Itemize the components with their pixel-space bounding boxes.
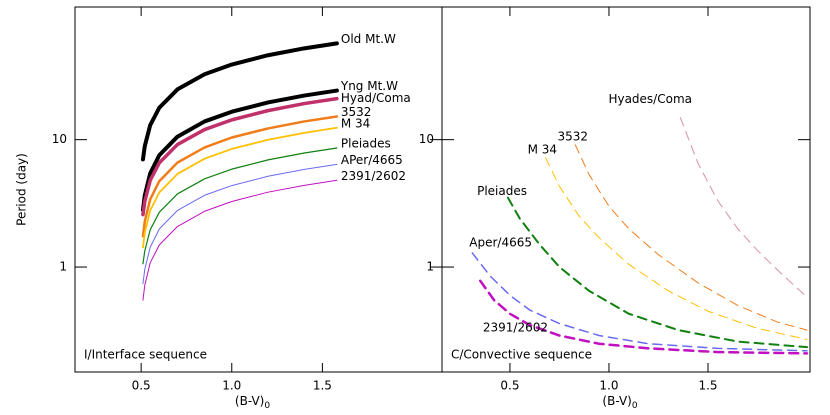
series-line bbox=[141, 96, 339, 217]
series-label: Yng Mt.W bbox=[340, 79, 398, 93]
series-line bbox=[471, 252, 808, 352]
series-label: Old Mt.W bbox=[341, 32, 396, 46]
series-label: APer/4665 bbox=[341, 153, 403, 167]
y-tick-label: 10 bbox=[419, 132, 434, 146]
series-line bbox=[140, 41, 339, 162]
x-tick-label: 1.5 bbox=[313, 379, 332, 393]
y-tick-label: 1 bbox=[426, 260, 434, 274]
series-line bbox=[142, 147, 338, 265]
y-tick-label: 1 bbox=[59, 260, 67, 274]
x-tick-label: 0.5 bbox=[500, 379, 519, 393]
y-axis-label: Period (day) bbox=[15, 153, 29, 226]
x-axis-label-text: (B-V) bbox=[602, 394, 631, 408]
series-line bbox=[478, 279, 809, 355]
x-tick-label: 1.0 bbox=[599, 379, 618, 393]
panel-annotation: C/Convective sequence bbox=[451, 348, 592, 362]
x-axis-label: (B-V)0 bbox=[602, 394, 637, 411]
series-label: 2391/2602 bbox=[341, 169, 406, 183]
series-label: 2391/2602 bbox=[483, 320, 548, 334]
series-line bbox=[679, 117, 808, 298]
x-axis-label: (B-V)0 bbox=[235, 394, 270, 411]
x-tick-label: 0.5 bbox=[132, 379, 151, 393]
plot-frame bbox=[441, 6, 811, 373]
panel-annotation: I/Interface sequence bbox=[84, 348, 207, 362]
series-label: Aper/4665 bbox=[469, 235, 532, 249]
series-label: M 34 bbox=[341, 116, 370, 130]
x-axis-label-text: (B-V) bbox=[235, 394, 264, 408]
series-label: 3532 bbox=[341, 105, 372, 119]
x-axis-label-subscript: 0 bbox=[632, 401, 638, 411]
x-tick-label: 1.0 bbox=[222, 379, 241, 393]
series-line bbox=[574, 144, 808, 331]
y-tick-label: 10 bbox=[52, 132, 67, 146]
x-axis-label-subscript: 0 bbox=[264, 401, 270, 411]
series-label: Hyades/Coma bbox=[608, 92, 692, 106]
series-line bbox=[142, 126, 338, 249]
plot-frame bbox=[74, 6, 443, 373]
series-line bbox=[545, 157, 808, 340]
series-line bbox=[141, 115, 339, 238]
series-line bbox=[506, 196, 809, 349]
series-label: M 34 bbox=[528, 142, 557, 156]
series-label: Pleiades bbox=[477, 184, 527, 198]
series-line bbox=[142, 163, 338, 285]
series-label: Hyad/Coma bbox=[341, 91, 411, 105]
x-tick-label: 1.5 bbox=[698, 379, 717, 393]
series-label: Pleiades bbox=[341, 137, 391, 151]
series-label: 3532 bbox=[557, 129, 588, 143]
series-line bbox=[142, 179, 338, 301]
